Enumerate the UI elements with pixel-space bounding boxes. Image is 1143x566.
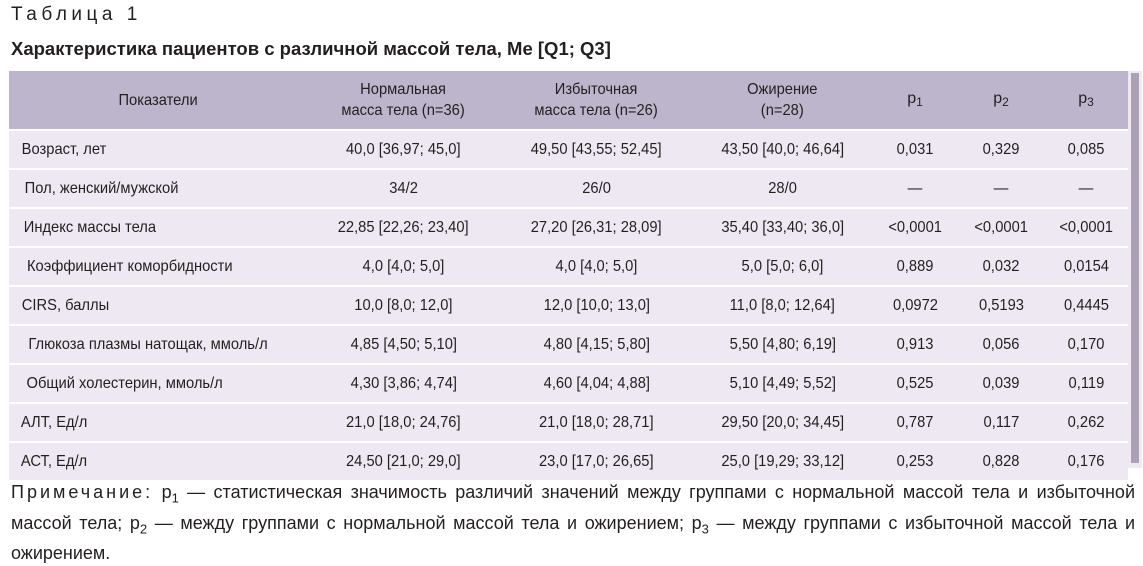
table-row: Коэффициент коморбидности 4,0 [4,0; 5,0] 4… <box>9 247 1128 287</box>
cell-p1: 0,889 <box>872 247 958 287</box>
cell-label: АСТ, Ед/л <box>9 442 307 480</box>
cell-p3: 0,0154 <box>1044 247 1128 287</box>
header-normal-weight: Нормальная масса тела (n=36) <box>307 71 500 131</box>
cell-obese: 43,50 [40,0; 46,64] <box>693 130 872 170</box>
table-title: Характеристика пациентов с различной мас… <box>11 38 611 59</box>
cell-p3: 0,4445 <box>1044 286 1128 326</box>
table-row: Индекс массы тела 22,85 [22,26; 23,40] 27,… <box>9 208 1128 248</box>
cell-p1: <0,0001 <box>872 208 958 248</box>
cell-over: 4,80 [4,15; 5,80] <box>500 325 693 365</box>
cell-obese: 11,0 [8,0; 12,64] <box>693 286 872 326</box>
table-container: Показатели Нормальная масса тела (n=36) И… <box>9 71 1128 480</box>
header-indicator: Показатели <box>9 71 307 131</box>
header-overweight: Избыточная масса тела (n=26) <box>500 71 693 131</box>
cell-obese: 29,50 [20,0; 34,45] <box>693 403 872 443</box>
cell-p1: 0,787 <box>872 403 958 443</box>
table-note: Примечание: p1 — статистическая значимос… <box>11 482 1135 564</box>
cell-p3: 0,176 <box>1044 442 1128 480</box>
cell-over: 26/0 <box>500 169 693 209</box>
header-row: Показатели Нормальная масса тела (n=36) И… <box>9 71 1128 131</box>
cell-label: Глюкоза плазмы натощак, ммоль/л <box>9 325 307 365</box>
cell-p1: 0,031 <box>872 130 958 170</box>
note-heading: Примечание: <box>11 482 154 502</box>
cell-p2: 0,032 <box>958 247 1044 287</box>
cell-p1: 0,913 <box>872 325 958 365</box>
cell-p2: 0,5193 <box>958 286 1044 326</box>
header-p1: p1 <box>872 71 958 131</box>
cell-over: 49,50 [43,55; 52,45] <box>500 130 693 170</box>
cell-p3: <0,0001 <box>1044 208 1128 248</box>
cell-label: Коэффициент коморбидности <box>9 247 307 287</box>
cell-obese: 35,40 [33,40; 36,0] <box>693 208 872 248</box>
cell-over: 4,60 [4,04; 4,88] <box>500 364 693 404</box>
cell-normal: 34/2 <box>307 169 500 209</box>
cell-label: Возраст, лет <box>9 130 307 170</box>
cell-normal: 10,0 [8,0; 12,0] <box>307 286 500 326</box>
cell-p1: — <box>872 169 958 209</box>
table-row: CIRS, баллы 10,0 [8,0; 12,0] 12,0 [10,0; 1… <box>9 286 1128 326</box>
cell-p1: 0,525 <box>872 364 958 404</box>
cell-normal: 22,85 [22,26; 23,40] <box>307 208 500 248</box>
cell-p1: 0,0972 <box>872 286 958 326</box>
cell-p1: 0,253 <box>872 442 958 480</box>
cell-obese: 28/0 <box>693 169 872 209</box>
cell-obese: 5,0 [5,0; 6,0] <box>693 247 872 287</box>
cell-obese: 5,50 [4,80; 6,19] <box>693 325 872 365</box>
cell-normal: 4,30 [3,86; 4,74] <box>307 364 500 404</box>
scrollbar-thumb[interactable] <box>1131 73 1139 463</box>
cell-label: CIRS, баллы <box>9 286 307 326</box>
patients-table: Показатели Нормальная масса тела (n=36) И… <box>9 71 1128 480</box>
cell-p3: — <box>1044 169 1128 209</box>
cell-label: Индекс массы тела <box>9 208 307 248</box>
header-obesity: Ожирение (n=28) <box>693 71 872 131</box>
cell-over: 21,0 [18,0; 28,71] <box>500 403 693 443</box>
cell-p2: — <box>958 169 1044 209</box>
cell-p3: 0,170 <box>1044 325 1128 365</box>
cell-p2: 0,117 <box>958 403 1044 443</box>
cell-label: Пол, женский/мужской <box>9 169 307 209</box>
cell-p2: 0,056 <box>958 325 1044 365</box>
cell-label: АЛТ, Ед/л <box>9 403 307 443</box>
table-body: Возраст, лет 40,0 [36,97; 45,0] 49,50 [43,… <box>9 130 1128 480</box>
cell-over: 23,0 [17,0; 26,65] <box>500 442 693 480</box>
cell-p3: 0,085 <box>1044 130 1128 170</box>
table-row: Пол, женский/мужской 34/2 26/0 28/0— — — <box>9 169 1128 209</box>
header-p3: p3 <box>1044 71 1128 131</box>
cell-normal: 21,0 [18,0; 24,76] <box>307 403 500 443</box>
cell-p2: <0,0001 <box>958 208 1044 248</box>
table-row: Глюкоза плазмы натощак, ммоль/л 4,85 [4,5… <box>9 325 1128 365</box>
cell-normal: 4,85 [4,50; 5,10] <box>307 325 500 365</box>
cell-over: 27,20 [26,31; 28,09] <box>500 208 693 248</box>
table-row: Общий холестерин, ммоль/л 4,30 [3,86; 4,7… <box>9 364 1128 404</box>
cell-label: Общий холестерин, ммоль/л <box>9 364 307 404</box>
cell-over: 4,0 [4,0; 5,0] <box>500 247 693 287</box>
table-frame: Показатели Нормальная масса тела (n=36) И… <box>9 71 1142 480</box>
cell-normal: 4,0 [4,0; 5,0] <box>307 247 500 287</box>
cell-p3: 0,119 <box>1044 364 1128 404</box>
cell-p2: 0,828 <box>958 442 1044 480</box>
table-row: АЛТ, Ед/л 21,0 [18,0; 24,76] 21,0 [18,0; 2… <box>9 403 1128 443</box>
header-p2: p2 <box>958 71 1044 131</box>
table-row: АСТ, Ед/л 24,50 [21,0; 29,0] 23,0 [17,0; 2… <box>9 442 1128 480</box>
cell-over: 12,0 [10,0; 13,0] <box>500 286 693 326</box>
table-row: Возраст, лет 40,0 [36,97; 45,0] 49,50 [43,… <box>9 130 1128 170</box>
cell-p3: 0,262 <box>1044 403 1128 443</box>
cell-p2: 0,039 <box>958 364 1044 404</box>
cell-obese: 25,0 [19,29; 33,12] <box>693 442 872 480</box>
table-number-label: Таблица 1 <box>11 4 142 25</box>
cell-obese: 5,10 [4,49; 5,52] <box>693 364 872 404</box>
cell-p2: 0,329 <box>958 130 1044 170</box>
cell-normal: 24,50 [21,0; 29,0] <box>307 442 500 480</box>
vertical-scrollbar[interactable] <box>1128 71 1142 468</box>
cell-normal: 40,0 [36,97; 45,0] <box>307 130 500 170</box>
